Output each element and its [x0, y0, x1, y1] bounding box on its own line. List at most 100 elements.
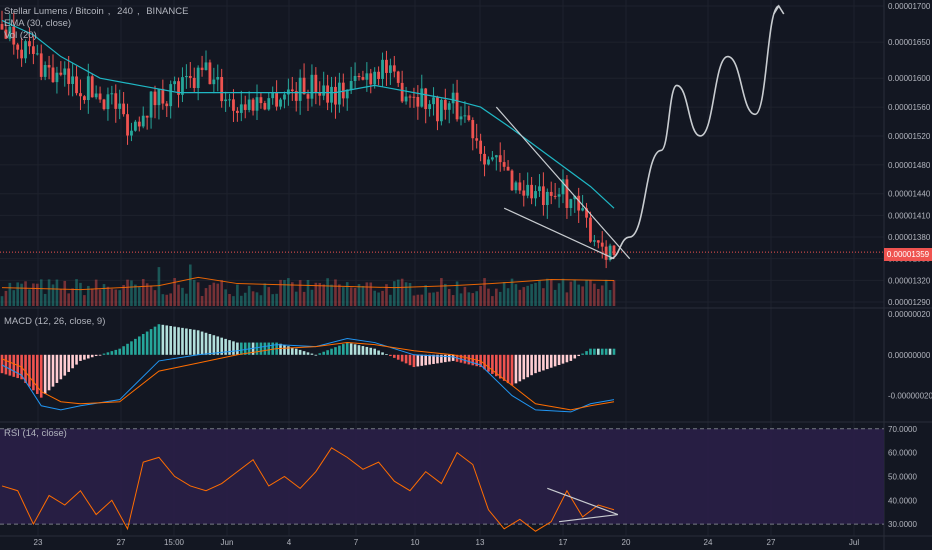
candle-body — [612, 245, 616, 255]
macd-histogram-bar — [447, 354, 451, 362]
macd-histogram-bar — [59, 354, 63, 380]
macd-histogram-bar — [424, 354, 427, 366]
macd-histogram-bar — [561, 354, 565, 364]
macd-axis-label: -0.00000020 — [888, 392, 932, 401]
macd-histogram-bar — [181, 327, 184, 355]
macd-histogram-bar — [600, 348, 604, 355]
macd-histogram-bar — [177, 327, 180, 355]
price-axis-label: 0.00001410 — [888, 211, 931, 220]
volume-bar — [196, 282, 200, 306]
volume-bar — [447, 288, 451, 306]
volume-bar — [224, 289, 227, 306]
macd-histogram-bar — [330, 348, 333, 355]
volume-bar — [165, 294, 169, 306]
macd-histogram-bar — [495, 354, 498, 377]
macd-histogram-bar — [322, 351, 325, 355]
candle-body — [28, 41, 31, 47]
candle-body — [334, 86, 337, 105]
candle-body — [585, 208, 588, 218]
candle-body — [561, 179, 565, 195]
volume-bar — [581, 286, 584, 306]
volume-bar — [28, 289, 31, 306]
macd-histogram-bar — [612, 348, 616, 355]
volume-bar — [612, 280, 616, 306]
macd-histogram-bar — [114, 349, 118, 355]
candle-body — [251, 99, 255, 111]
volume-bar — [593, 283, 596, 306]
projection-arrowhead — [773, 4, 785, 15]
macd-histogram-bar — [0, 354, 4, 374]
volume-bar — [200, 295, 204, 306]
macd-histogram-bar — [585, 351, 588, 355]
candle-body — [581, 208, 585, 211]
volume-bar — [345, 282, 349, 306]
macd-histogram-bar — [16, 354, 19, 379]
macd-histogram-bar — [428, 354, 431, 365]
volume-bar — [577, 284, 580, 306]
volume-bar — [134, 284, 137, 306]
macd-histogram-bar — [483, 354, 486, 370]
price-axis-label: 0.00001700 — [888, 2, 931, 11]
candle-body — [157, 88, 161, 106]
volume-bar — [189, 264, 192, 306]
macd-histogram-bar — [573, 354, 577, 359]
candle-body — [439, 99, 443, 122]
macd-histogram-bar — [255, 342, 259, 355]
candle-body — [589, 217, 592, 242]
volume-bar — [114, 289, 118, 306]
candle-body — [569, 199, 573, 208]
candle-body — [596, 240, 600, 243]
volume-bar — [63, 280, 67, 306]
macd-histogram-bar — [79, 354, 82, 361]
macd-histogram-bar — [404, 354, 408, 364]
candle-body — [447, 103, 451, 110]
volume-bar — [377, 292, 380, 306]
volume-bar — [542, 288, 545, 306]
macd-histogram-bar — [514, 354, 518, 384]
volume-bar — [228, 294, 231, 306]
symbol-title: Stellar Lumens / Bitcoin — [4, 6, 104, 17]
macd-histogram-bar — [204, 332, 208, 355]
volume-bar — [12, 290, 16, 306]
candle-body — [63, 68, 67, 75]
candle-body — [286, 89, 290, 95]
volume-bar — [585, 280, 588, 306]
macd-histogram-bar — [557, 354, 561, 365]
macd-histogram-bar — [39, 354, 43, 398]
volume-bar — [408, 282, 412, 306]
candle-body — [271, 92, 275, 99]
projection-path — [609, 5, 780, 260]
candle-body — [541, 186, 545, 206]
ema-label: EMA (30, close) — [4, 18, 72, 29]
volume-bar — [518, 289, 522, 306]
macd-histogram-bar — [24, 354, 27, 383]
volume-bar — [263, 283, 267, 306]
volume-bar — [373, 290, 376, 306]
candle-body — [228, 99, 231, 101]
volume-bar — [424, 285, 427, 306]
candle-body — [12, 26, 16, 45]
macd-histogram-bar — [149, 329, 153, 355]
volume-bar — [467, 292, 471, 306]
volume-bar — [118, 290, 121, 306]
volume-bar — [549, 279, 553, 306]
candle-body — [400, 82, 404, 102]
candle-body — [102, 99, 106, 110]
volume-bar — [538, 280, 541, 306]
price-axis-label: 0.00001650 — [888, 38, 931, 47]
volume-bar — [310, 289, 314, 306]
candle-body — [35, 53, 39, 55]
macd-histogram-bar — [608, 348, 612, 355]
volume-bar — [208, 284, 212, 306]
macd-histogram-bar — [94, 354, 98, 357]
candle-body — [490, 157, 494, 160]
candle-body — [377, 71, 381, 79]
candle-body — [538, 186, 541, 192]
macd-histogram-bar — [138, 336, 141, 355]
volume-bar — [404, 282, 408, 306]
volume-bar — [475, 291, 478, 306]
candle-body — [498, 155, 502, 163]
signal-line — [1, 342, 615, 411]
volume-bar — [255, 292, 259, 306]
